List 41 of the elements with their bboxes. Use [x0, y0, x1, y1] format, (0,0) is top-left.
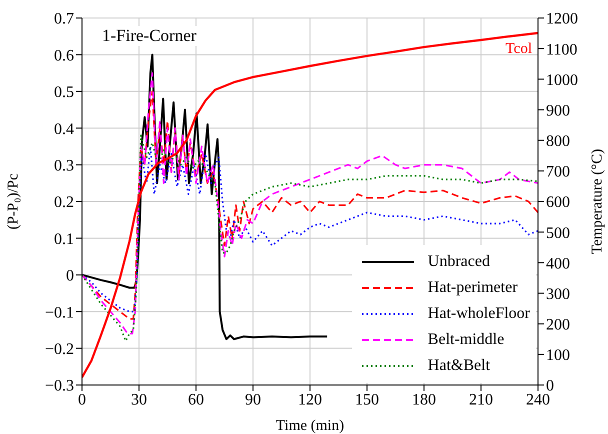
x-tick-label: 180: [412, 391, 436, 408]
y-tick-label: 0.3: [54, 157, 74, 174]
text: 1-Fire-Corner: [100, 26, 198, 46]
y-tick-label: 0: [66, 268, 74, 285]
x-tick-label: 120: [298, 391, 322, 408]
y2-tick-label: 900: [546, 102, 570, 120]
legend-label: Unbraced: [428, 252, 490, 272]
y-tick-label: 0.1: [54, 230, 74, 248]
x-tick-label: 60: [188, 391, 204, 408]
y2-tick-label: 700: [546, 164, 570, 181]
y2-tick-label: 1200: [546, 10, 578, 28]
y2-tick-label: 600: [546, 194, 570, 212]
x-tick-label: 30: [131, 391, 147, 408]
y2-tick-label: 1100: [546, 41, 578, 58]
y2-tick-label: 500: [546, 224, 570, 242]
y-tick-label: 0.6: [54, 47, 74, 64]
x-tick-label: 90: [245, 391, 261, 408]
legend-label: Hat-perimeter: [428, 278, 518, 298]
y-tick-label: −0.2: [44, 340, 74, 358]
y-axis-title: (P-P₀)/Pc: [5, 173, 22, 230]
y2-tick-label: 200: [546, 316, 570, 334]
y2-tick-label: 100: [546, 347, 570, 364]
y2-axis-title: Temperature (°C): [589, 148, 606, 254]
series-label: Tcol: [506, 40, 532, 57]
y2-tick-label: 300: [546, 286, 570, 303]
x-tick-label: 150: [355, 391, 379, 408]
y2-tick-label: 800: [546, 133, 570, 150]
y-tick-label: 0.5: [54, 84, 74, 102]
x-axis-title: Time (min): [276, 418, 344, 434]
y-tick-label: 0.4: [54, 120, 74, 138]
y-tick-label: −0.1: [44, 304, 74, 322]
y-tick-label: −0.3: [44, 378, 74, 395]
y2-tick-label: 1000: [546, 72, 578, 89]
legend-label: Hat-wholeFloor: [428, 304, 530, 324]
legend-label: Belt-middle: [428, 330, 504, 350]
x-tick-label: 210: [469, 391, 493, 408]
y2-tick-label: 400: [546, 255, 570, 272]
y-tick-label: 0.2: [54, 194, 74, 212]
legend-label: Hat&Belt: [428, 356, 490, 376]
x-tick-label: 0: [78, 391, 86, 408]
y-tick-label: 0.7: [54, 10, 74, 28]
